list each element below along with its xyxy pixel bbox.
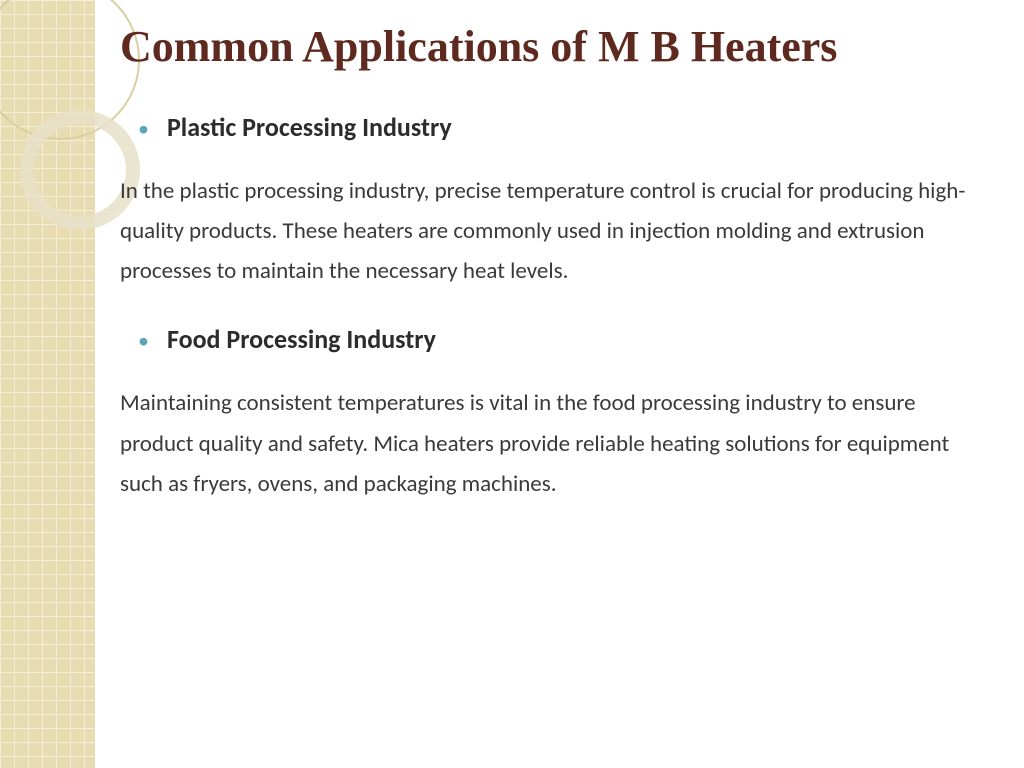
section-body: In the plastic processing industry, prec… bbox=[120, 171, 980, 292]
slide-content: Common Applications of M B Heaters • Pla… bbox=[120, 22, 984, 536]
section-body: Maintaining consistent temperatures is v… bbox=[120, 383, 980, 504]
slide-title: Common Applications of M B Heaters bbox=[120, 22, 984, 73]
bullet-heading: Plastic Processing Industry bbox=[167, 111, 452, 143]
bullet-heading: Food Processing Industry bbox=[167, 323, 436, 355]
bullet-item: • Food Processing Industry bbox=[138, 323, 984, 355]
bullet-item: • Plastic Processing Industry bbox=[138, 111, 984, 143]
bullet-dot-icon: • bbox=[138, 118, 149, 140]
bullet-dot-icon: • bbox=[138, 330, 149, 352]
